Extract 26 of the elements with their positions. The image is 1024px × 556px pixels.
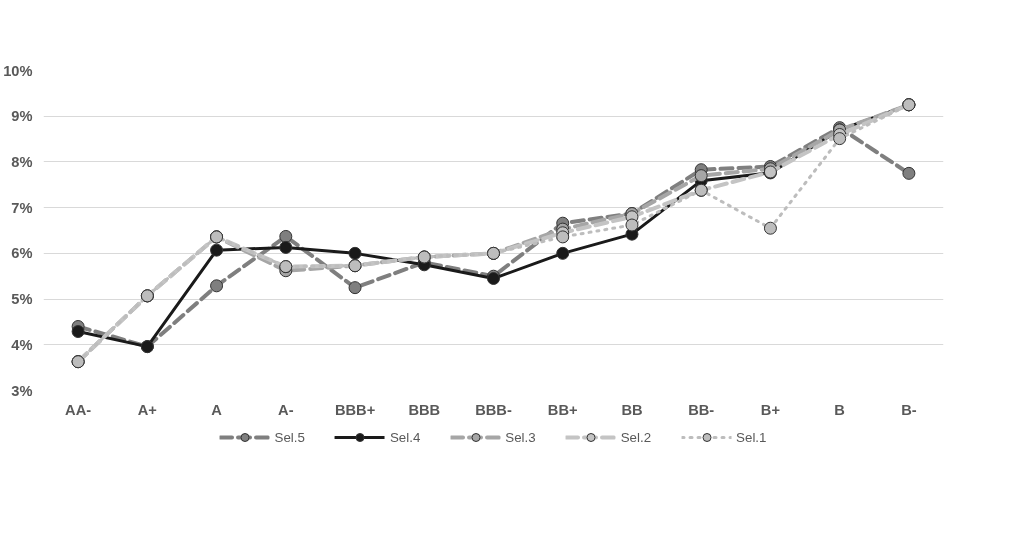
y-tick-label: 4% — [11, 336, 33, 353]
y-tick-label: 8% — [11, 153, 33, 170]
x-tick-label: AA- — [65, 401, 92, 418]
y-tick-label: 7% — [11, 199, 33, 216]
x-tick-label: B+ — [760, 401, 781, 418]
x-tick-label: BBB- — [475, 401, 512, 418]
legend-label: Sel.1 — [736, 429, 767, 445]
y-tick-label: 10% — [3, 62, 33, 79]
legend-label: Sel.5 — [274, 429, 305, 445]
x-tick-label: BBB — [408, 401, 441, 418]
y-tick-label: 6% — [11, 245, 33, 262]
y-tick-label: 3% — [11, 382, 33, 399]
y-tick-label: 9% — [11, 108, 33, 125]
x-tick-label: B- — [901, 401, 917, 418]
legend-label: Sel.3 — [505, 429, 536, 445]
x-tick-label: A — [211, 401, 223, 418]
x-tick-label: B — [834, 401, 845, 418]
x-tick-label: BB+ — [547, 401, 578, 418]
legend-label: Sel.4 — [389, 429, 421, 445]
x-tick-label: A+ — [137, 401, 157, 418]
x-tick-label: BB- — [688, 401, 715, 418]
legend-label: Sel.2 — [620, 429, 652, 445]
y-tick-label: 5% — [11, 291, 33, 308]
x-tick-label: A- — [278, 401, 294, 418]
x-tick-label: BB — [621, 401, 643, 418]
x-tick-label: BBB+ — [334, 401, 376, 418]
